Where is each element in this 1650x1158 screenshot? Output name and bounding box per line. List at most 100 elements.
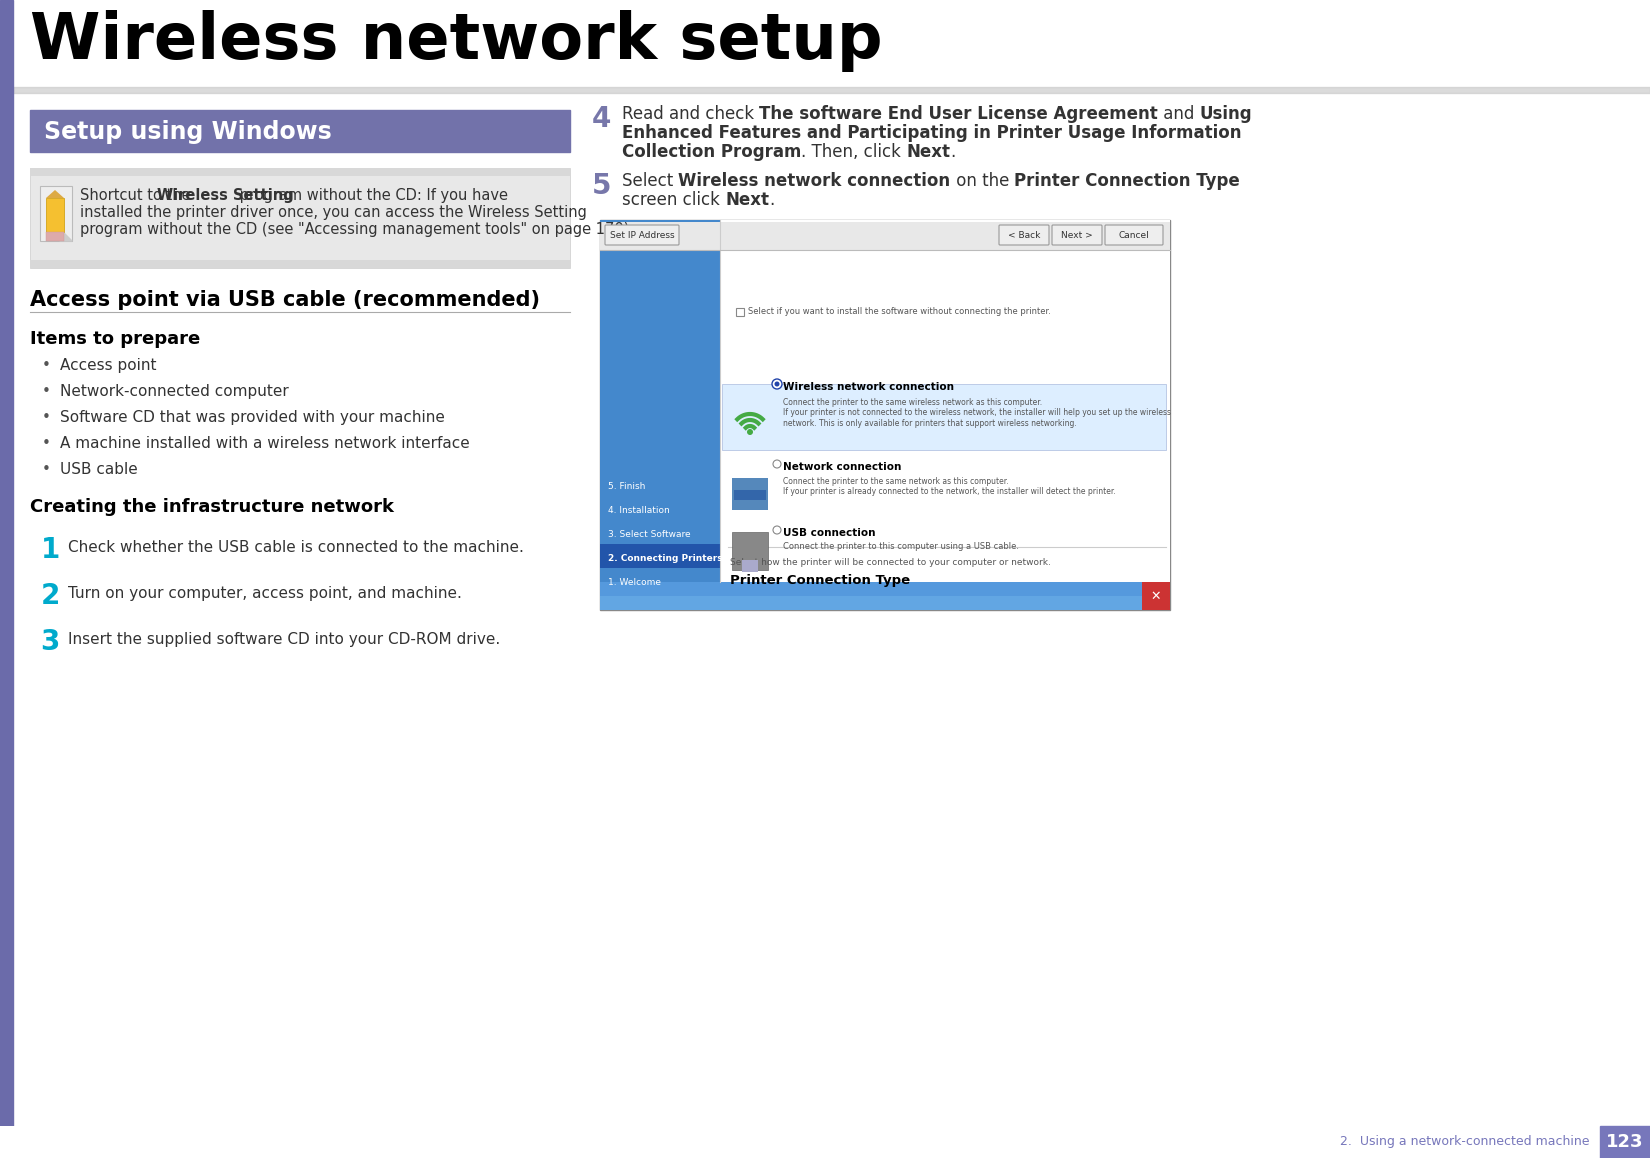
Text: Read and check: Read and check [622, 105, 759, 123]
Text: Next: Next [906, 142, 950, 161]
Text: Connect the printer to the same wireless network as this computer.
If your print: Connect the printer to the same wireless… [784, 398, 1172, 427]
Text: Cancel: Cancel [1119, 230, 1150, 240]
Bar [0, 0, 13, 1158]
Bar [30, 261, 569, 267]
Text: 1. Welcome: 1. Welcome [607, 578, 662, 587]
Text: program without the CD: If you have: program without the CD: If you have [234, 188, 508, 203]
Bar [733, 532, 767, 570]
FancyBboxPatch shape [998, 225, 1049, 245]
Text: Access point: Access point [59, 358, 157, 373]
Text: ✕: ✕ [1150, 589, 1162, 602]
Text: Access point via USB cable (recommended): Access point via USB cable (recommended) [30, 290, 540, 310]
Polygon shape [46, 190, 64, 198]
Text: installed the printer driver once, you can access the Wireless Setting: installed the printer driver once, you c… [79, 205, 587, 220]
FancyBboxPatch shape [1053, 225, 1102, 245]
Text: Wireless network connection: Wireless network connection [784, 382, 954, 393]
Text: screen click: screen click [622, 191, 724, 208]
Text: 123: 123 [1605, 1133, 1643, 1151]
Bar [723, 384, 1167, 450]
Bar [46, 232, 64, 241]
Text: Setup using Windows: Setup using Windows [45, 120, 332, 144]
Circle shape [774, 381, 779, 387]
Text: Collection Program: Collection Program [622, 142, 802, 161]
Circle shape [772, 460, 780, 468]
Text: Enhanced Features and Participating in Printer Usage Information: Enhanced Features and Participating in P… [622, 124, 1241, 142]
Bar [733, 478, 767, 510]
Text: 5. Finish: 5. Finish [607, 482, 645, 491]
Text: .: . [950, 142, 955, 161]
Text: •: • [41, 384, 51, 400]
Bar [601, 596, 1170, 610]
Text: program without the CD (see "Accessing management tools" on page 170).: program without the CD (see "Accessing m… [79, 222, 634, 237]
Text: . Then, click: . Then, click [802, 142, 906, 161]
Text: Next: Next [724, 191, 769, 208]
Bar [30, 110, 569, 152]
Text: Connect the printer to this computer using a USB cable.: Connect the printer to this computer usi… [784, 542, 1020, 551]
Text: Software CD that was provided with your machine: Software CD that was provided with your … [59, 410, 446, 425]
Text: 4. Installation: 4. Installation [607, 506, 670, 515]
Text: Connect the printer to the same network as this computer.
If your printer is alr: Connect the printer to the same network … [784, 477, 1115, 497]
Bar [46, 198, 64, 232]
Bar [742, 560, 757, 572]
Bar [734, 490, 751, 500]
Text: 2: 2 [40, 582, 59, 610]
Text: A machine installed with a wireless network interface: A machine installed with a wireless netw… [59, 437, 470, 450]
Text: and: and [1158, 105, 1200, 123]
Text: 2.  Using a network-connected machine: 2. Using a network-connected machine [1340, 1136, 1591, 1149]
Text: < Back: < Back [1008, 230, 1040, 240]
Bar [30, 168, 569, 176]
Bar [1142, 582, 1170, 610]
Text: Network-connected computer: Network-connected computer [59, 384, 289, 400]
Text: Set IP Address: Set IP Address [610, 230, 675, 240]
Text: Wireless Setting: Wireless Setting [157, 188, 294, 203]
Text: 3. Select Software: 3. Select Software [607, 530, 691, 538]
Bar [0, 1126, 1650, 1158]
Text: 2. Connecting Printers: 2. Connecting Printers [607, 554, 723, 563]
Text: Shortcut to the: Shortcut to the [79, 188, 195, 203]
Text: Wireless network connection: Wireless network connection [678, 173, 950, 190]
Bar [719, 220, 1170, 582]
FancyBboxPatch shape [606, 225, 680, 245]
Text: USB cable: USB cable [59, 462, 137, 477]
Text: Select: Select [622, 173, 678, 190]
Text: •: • [41, 462, 51, 477]
Bar [751, 490, 766, 500]
Circle shape [747, 428, 752, 435]
Circle shape [772, 526, 780, 534]
Bar [601, 220, 1170, 610]
Bar [601, 544, 719, 569]
Text: Next >: Next > [1061, 230, 1092, 240]
Text: Creating the infrastructure network: Creating the infrastructure network [30, 498, 394, 516]
Text: Select how the printer will be connected to your computer or network.: Select how the printer will be connected… [729, 558, 1051, 567]
Text: Printer Connection Type: Printer Connection Type [1015, 173, 1241, 190]
Text: on the: on the [950, 173, 1015, 190]
Text: Using: Using [1200, 105, 1252, 123]
Text: The software End User License Agreement: The software End User License Agreement [759, 105, 1158, 123]
Text: Network connection: Network connection [784, 462, 901, 472]
Text: Check whether the USB cable is connected to the machine.: Check whether the USB cable is connected… [68, 540, 525, 555]
Bar [30, 168, 569, 267]
Bar [601, 220, 719, 582]
Bar [601, 222, 1170, 250]
FancyBboxPatch shape [1106, 225, 1163, 245]
Text: •: • [41, 358, 51, 373]
Text: Wireless network setup: Wireless network setup [30, 10, 883, 72]
Text: .: . [769, 191, 774, 208]
Text: Select if you want to install the software without connecting the printer.: Select if you want to install the softwa… [747, 307, 1051, 316]
Text: 3: 3 [40, 628, 59, 655]
Bar [40, 186, 73, 241]
Bar [1600, 1126, 1650, 1158]
Bar [13, 87, 1650, 93]
Text: Insert the supplied software CD into your CD-ROM drive.: Insert the supplied software CD into you… [68, 632, 500, 647]
Bar [601, 582, 1170, 610]
Bar [736, 308, 744, 316]
Text: Turn on your computer, access point, and machine.: Turn on your computer, access point, and… [68, 586, 462, 601]
Circle shape [772, 379, 782, 389]
Text: 5: 5 [592, 173, 612, 200]
Text: 4: 4 [592, 105, 612, 133]
Polygon shape [59, 229, 73, 241]
Text: •: • [41, 410, 51, 425]
Text: 1: 1 [40, 536, 59, 564]
Text: Items to prepare: Items to prepare [30, 330, 200, 349]
Text: USB connection: USB connection [784, 528, 876, 538]
